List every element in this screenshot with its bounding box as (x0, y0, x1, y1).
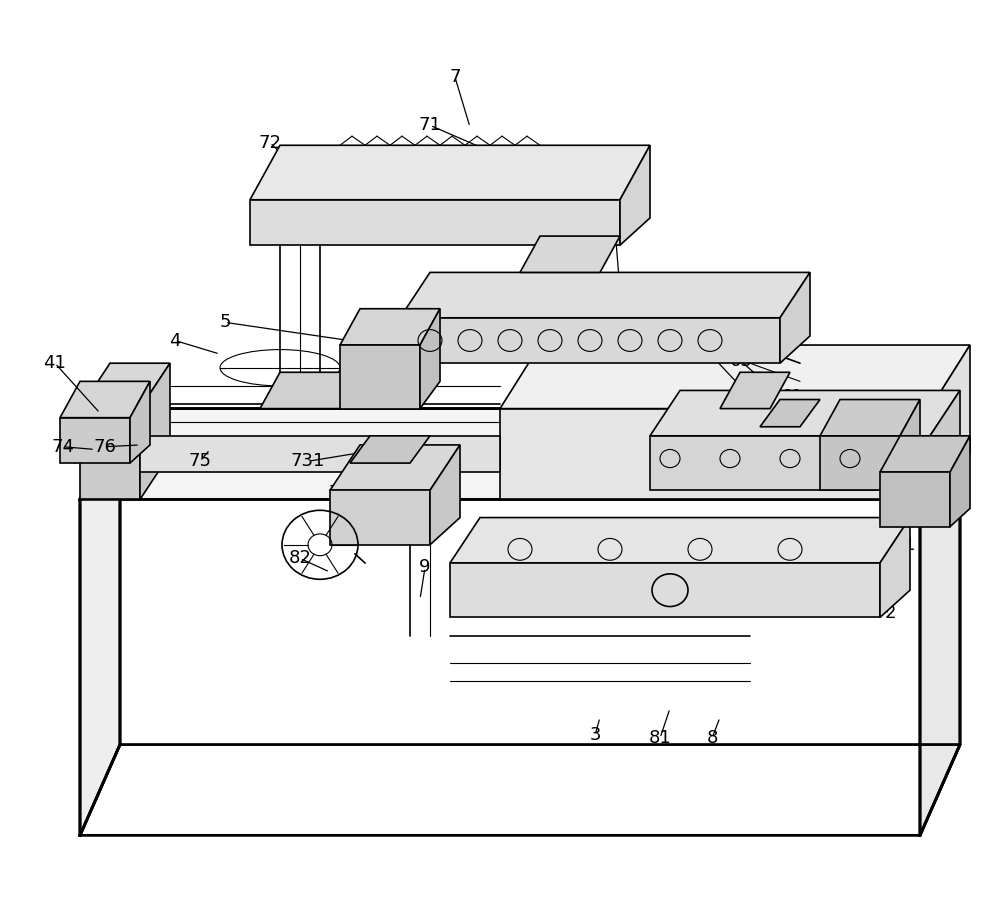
Text: 82: 82 (289, 549, 311, 568)
Polygon shape (780, 272, 810, 363)
Polygon shape (720, 372, 790, 409)
Polygon shape (950, 436, 970, 527)
Polygon shape (130, 381, 150, 463)
Polygon shape (340, 309, 440, 345)
Polygon shape (140, 363, 170, 499)
Polygon shape (430, 445, 460, 545)
Polygon shape (760, 400, 820, 427)
Polygon shape (330, 490, 430, 545)
Polygon shape (620, 145, 650, 245)
Polygon shape (60, 381, 150, 418)
Polygon shape (400, 272, 810, 318)
Polygon shape (420, 309, 440, 409)
Polygon shape (500, 345, 970, 409)
Text: 77: 77 (556, 243, 580, 262)
Text: 7: 7 (449, 68, 461, 86)
Text: 4: 4 (169, 331, 181, 350)
Polygon shape (60, 418, 130, 463)
Polygon shape (880, 436, 970, 472)
Text: 63: 63 (730, 352, 752, 370)
Polygon shape (80, 409, 960, 499)
Text: 81: 81 (649, 729, 671, 747)
Text: 62: 62 (811, 452, 833, 470)
Text: 75: 75 (188, 452, 212, 470)
Polygon shape (260, 372, 360, 409)
Polygon shape (450, 518, 910, 563)
Polygon shape (250, 145, 650, 200)
Polygon shape (880, 472, 950, 527)
Polygon shape (650, 390, 960, 436)
Text: 65: 65 (669, 281, 691, 299)
Text: 9: 9 (419, 558, 431, 577)
Polygon shape (140, 436, 500, 472)
Text: 72: 72 (258, 133, 282, 152)
Text: 73: 73 (328, 484, 352, 502)
Text: 731: 731 (291, 452, 325, 470)
Text: 5: 5 (219, 313, 231, 331)
Text: 8: 8 (706, 729, 718, 747)
Polygon shape (930, 390, 960, 490)
Text: 1: 1 (904, 536, 916, 554)
Polygon shape (450, 563, 880, 617)
Text: 3: 3 (589, 726, 601, 745)
Polygon shape (340, 345, 420, 409)
Text: 41: 41 (44, 354, 66, 372)
Polygon shape (250, 200, 620, 245)
Polygon shape (650, 436, 930, 490)
Polygon shape (930, 345, 970, 499)
Polygon shape (350, 436, 430, 463)
Polygon shape (900, 400, 920, 490)
Polygon shape (80, 409, 120, 835)
Polygon shape (330, 445, 460, 490)
Text: 71: 71 (419, 116, 441, 134)
Polygon shape (520, 236, 620, 272)
Polygon shape (880, 518, 910, 617)
Polygon shape (500, 409, 930, 499)
Text: 61: 61 (781, 388, 803, 406)
Text: 76: 76 (94, 438, 116, 456)
Polygon shape (80, 363, 170, 409)
Polygon shape (920, 409, 960, 835)
Polygon shape (80, 409, 140, 499)
Polygon shape (400, 318, 780, 363)
Text: 74: 74 (52, 438, 74, 456)
Text: 6: 6 (609, 220, 621, 238)
Polygon shape (820, 436, 900, 490)
Text: 2: 2 (884, 604, 896, 622)
Polygon shape (820, 400, 920, 436)
Text: 64: 64 (689, 334, 711, 352)
